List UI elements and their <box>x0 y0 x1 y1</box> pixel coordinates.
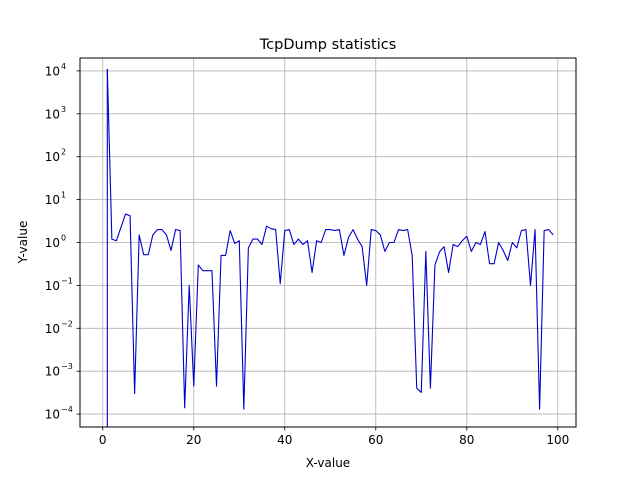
x-tick-label: 40 <box>277 433 292 447</box>
y-tick-label-base: 10 <box>45 322 60 336</box>
series-layer <box>106 69 554 427</box>
y-tick-label-base: 10 <box>45 279 60 293</box>
x-axis-ticks: 0 20 40 60 80 100 <box>99 427 569 447</box>
y-tick-label-exponent: −2 <box>61 319 73 328</box>
y-tick-label-exponent: −1 <box>61 276 73 285</box>
x-axis-title: X-value <box>306 456 350 470</box>
y-tick-label-exponent: −4 <box>61 405 73 414</box>
x-tick-label: 20 <box>186 433 201 447</box>
chart-title: TcpDump statistics <box>259 37 397 53</box>
y-tick-label-base: 10 <box>45 236 60 250</box>
y-tick-label-exponent: −3 <box>61 362 73 371</box>
y-tick-label-base: 10 <box>45 64 60 78</box>
y-tick-label-base: 10 <box>45 408 60 422</box>
x-tick-label: 100 <box>546 433 569 447</box>
y-tick-label-exponent: 0 <box>61 234 66 243</box>
y-axis-title: Y-value <box>16 221 30 265</box>
y-tick-label-base: 10 <box>45 107 60 121</box>
x-tick-label: 60 <box>368 433 383 447</box>
y-tick-label-exponent: 1 <box>61 191 66 200</box>
grid <box>80 58 576 427</box>
y-tick-label-base: 10 <box>45 365 60 379</box>
series-line <box>106 69 554 410</box>
y-tick-label-exponent: 3 <box>61 105 66 114</box>
y-tick-label-exponent: 4 <box>61 62 66 71</box>
y-tick-label-base: 10 <box>45 193 60 207</box>
y-tick-label-base: 10 <box>45 150 60 164</box>
y-tick-label-exponent: 2 <box>61 148 66 157</box>
x-tick-label: 80 <box>459 433 474 447</box>
x-tick-label: 0 <box>99 433 107 447</box>
